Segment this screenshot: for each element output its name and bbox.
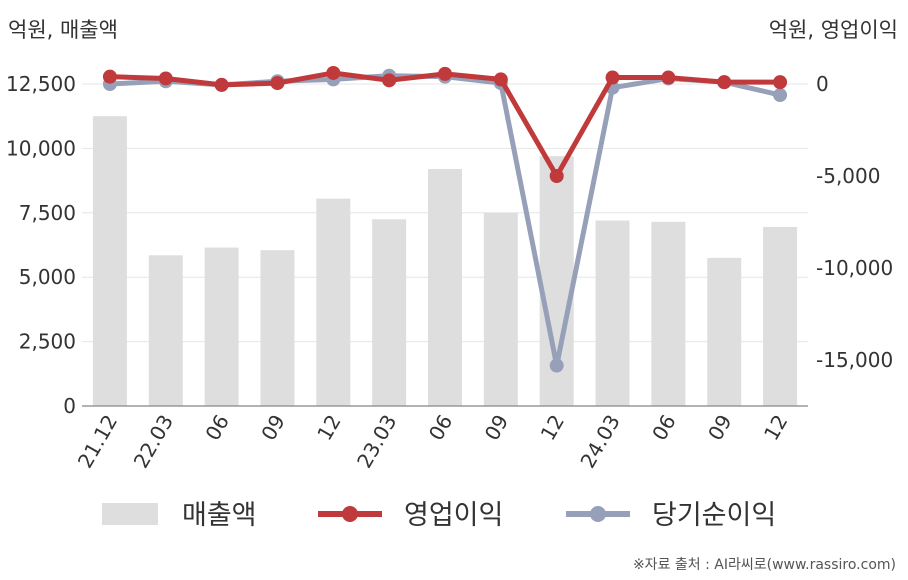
bar-revenue bbox=[595, 220, 630, 406]
legend-label-operating-profit: 영업이익 bbox=[404, 500, 503, 531]
net-income-point bbox=[773, 88, 788, 103]
x-tick-label: 06 bbox=[424, 411, 458, 445]
x-tick-label: 12 bbox=[759, 411, 793, 445]
operating-profit-point bbox=[158, 71, 173, 86]
bar-revenue bbox=[707, 257, 742, 406]
bar-revenue bbox=[148, 255, 183, 406]
x-tick-label: 06 bbox=[200, 411, 234, 445]
bar-revenue bbox=[316, 198, 351, 406]
operating-profit-line bbox=[109, 70, 781, 179]
bar-revenue bbox=[763, 226, 798, 406]
x-tick-label: 21.12 bbox=[73, 411, 122, 473]
x-tick-label: 24.03 bbox=[575, 411, 624, 473]
left-tick-label: 0 bbox=[63, 394, 76, 418]
left-tick-label: 10,000 bbox=[6, 136, 76, 160]
bar-revenue bbox=[651, 221, 686, 406]
operating-profit-point bbox=[493, 72, 508, 87]
x-tick-label: 22.03 bbox=[129, 411, 178, 473]
operating-profit-point bbox=[214, 77, 229, 92]
operating-profit-point bbox=[773, 75, 788, 90]
bar-revenue bbox=[372, 219, 407, 406]
legend-label-net-income: 당기순이익 bbox=[652, 500, 776, 531]
left-tick-label: 7,500 bbox=[19, 201, 76, 225]
x-tick-label: 09 bbox=[256, 411, 290, 445]
legend-swatch-revenue bbox=[102, 503, 158, 525]
left-tick-label: 2,500 bbox=[19, 330, 76, 354]
right-tick-label: -5,000 bbox=[816, 164, 880, 188]
bar-revenue bbox=[428, 169, 462, 406]
legend-label-revenue: 매출액 bbox=[182, 500, 257, 531]
operating-profit-point bbox=[549, 169, 564, 183]
net-income-point bbox=[549, 358, 564, 373]
right-tick-label: -10,000 bbox=[816, 256, 893, 280]
source-note: ※자료 출처 : AI라씨로(www.rassiro.com) bbox=[632, 557, 896, 573]
left-tick-label: 5,000 bbox=[19, 265, 76, 289]
legend-marker-net-income bbox=[590, 506, 606, 522]
operating-profit-point bbox=[605, 70, 620, 85]
x-tick-label: 09 bbox=[480, 411, 514, 445]
x-tick-label: 12 bbox=[312, 411, 346, 445]
operating-profit-point bbox=[326, 65, 341, 80]
right-tick-label: -15,000 bbox=[816, 348, 893, 372]
bar-revenue bbox=[483, 212, 518, 406]
right-axis-unit: 억원, 영업이익 bbox=[768, 18, 898, 42]
left-tick-label: 12,500 bbox=[6, 72, 76, 96]
operating-profit-point bbox=[661, 70, 676, 85]
operating-profit-point bbox=[102, 69, 117, 84]
bar-revenue bbox=[204, 247, 239, 406]
right-tick-label: 0 bbox=[816, 72, 829, 96]
x-tick-label: 23.03 bbox=[352, 411, 401, 473]
legend-marker-operating-profit bbox=[342, 506, 358, 522]
bar-revenue bbox=[260, 250, 295, 406]
left-axis-unit: 억원, 매출액 bbox=[8, 18, 118, 42]
x-tick-label: 12 bbox=[536, 411, 570, 445]
operating-profit-point bbox=[717, 75, 732, 90]
x-tick-label: 09 bbox=[703, 411, 737, 445]
operating-profit-point bbox=[438, 66, 452, 81]
x-tick-label: 06 bbox=[647, 411, 681, 445]
bar-revenue bbox=[92, 116, 127, 406]
operating-profit-point bbox=[382, 73, 397, 88]
operating-profit-point bbox=[270, 76, 285, 91]
